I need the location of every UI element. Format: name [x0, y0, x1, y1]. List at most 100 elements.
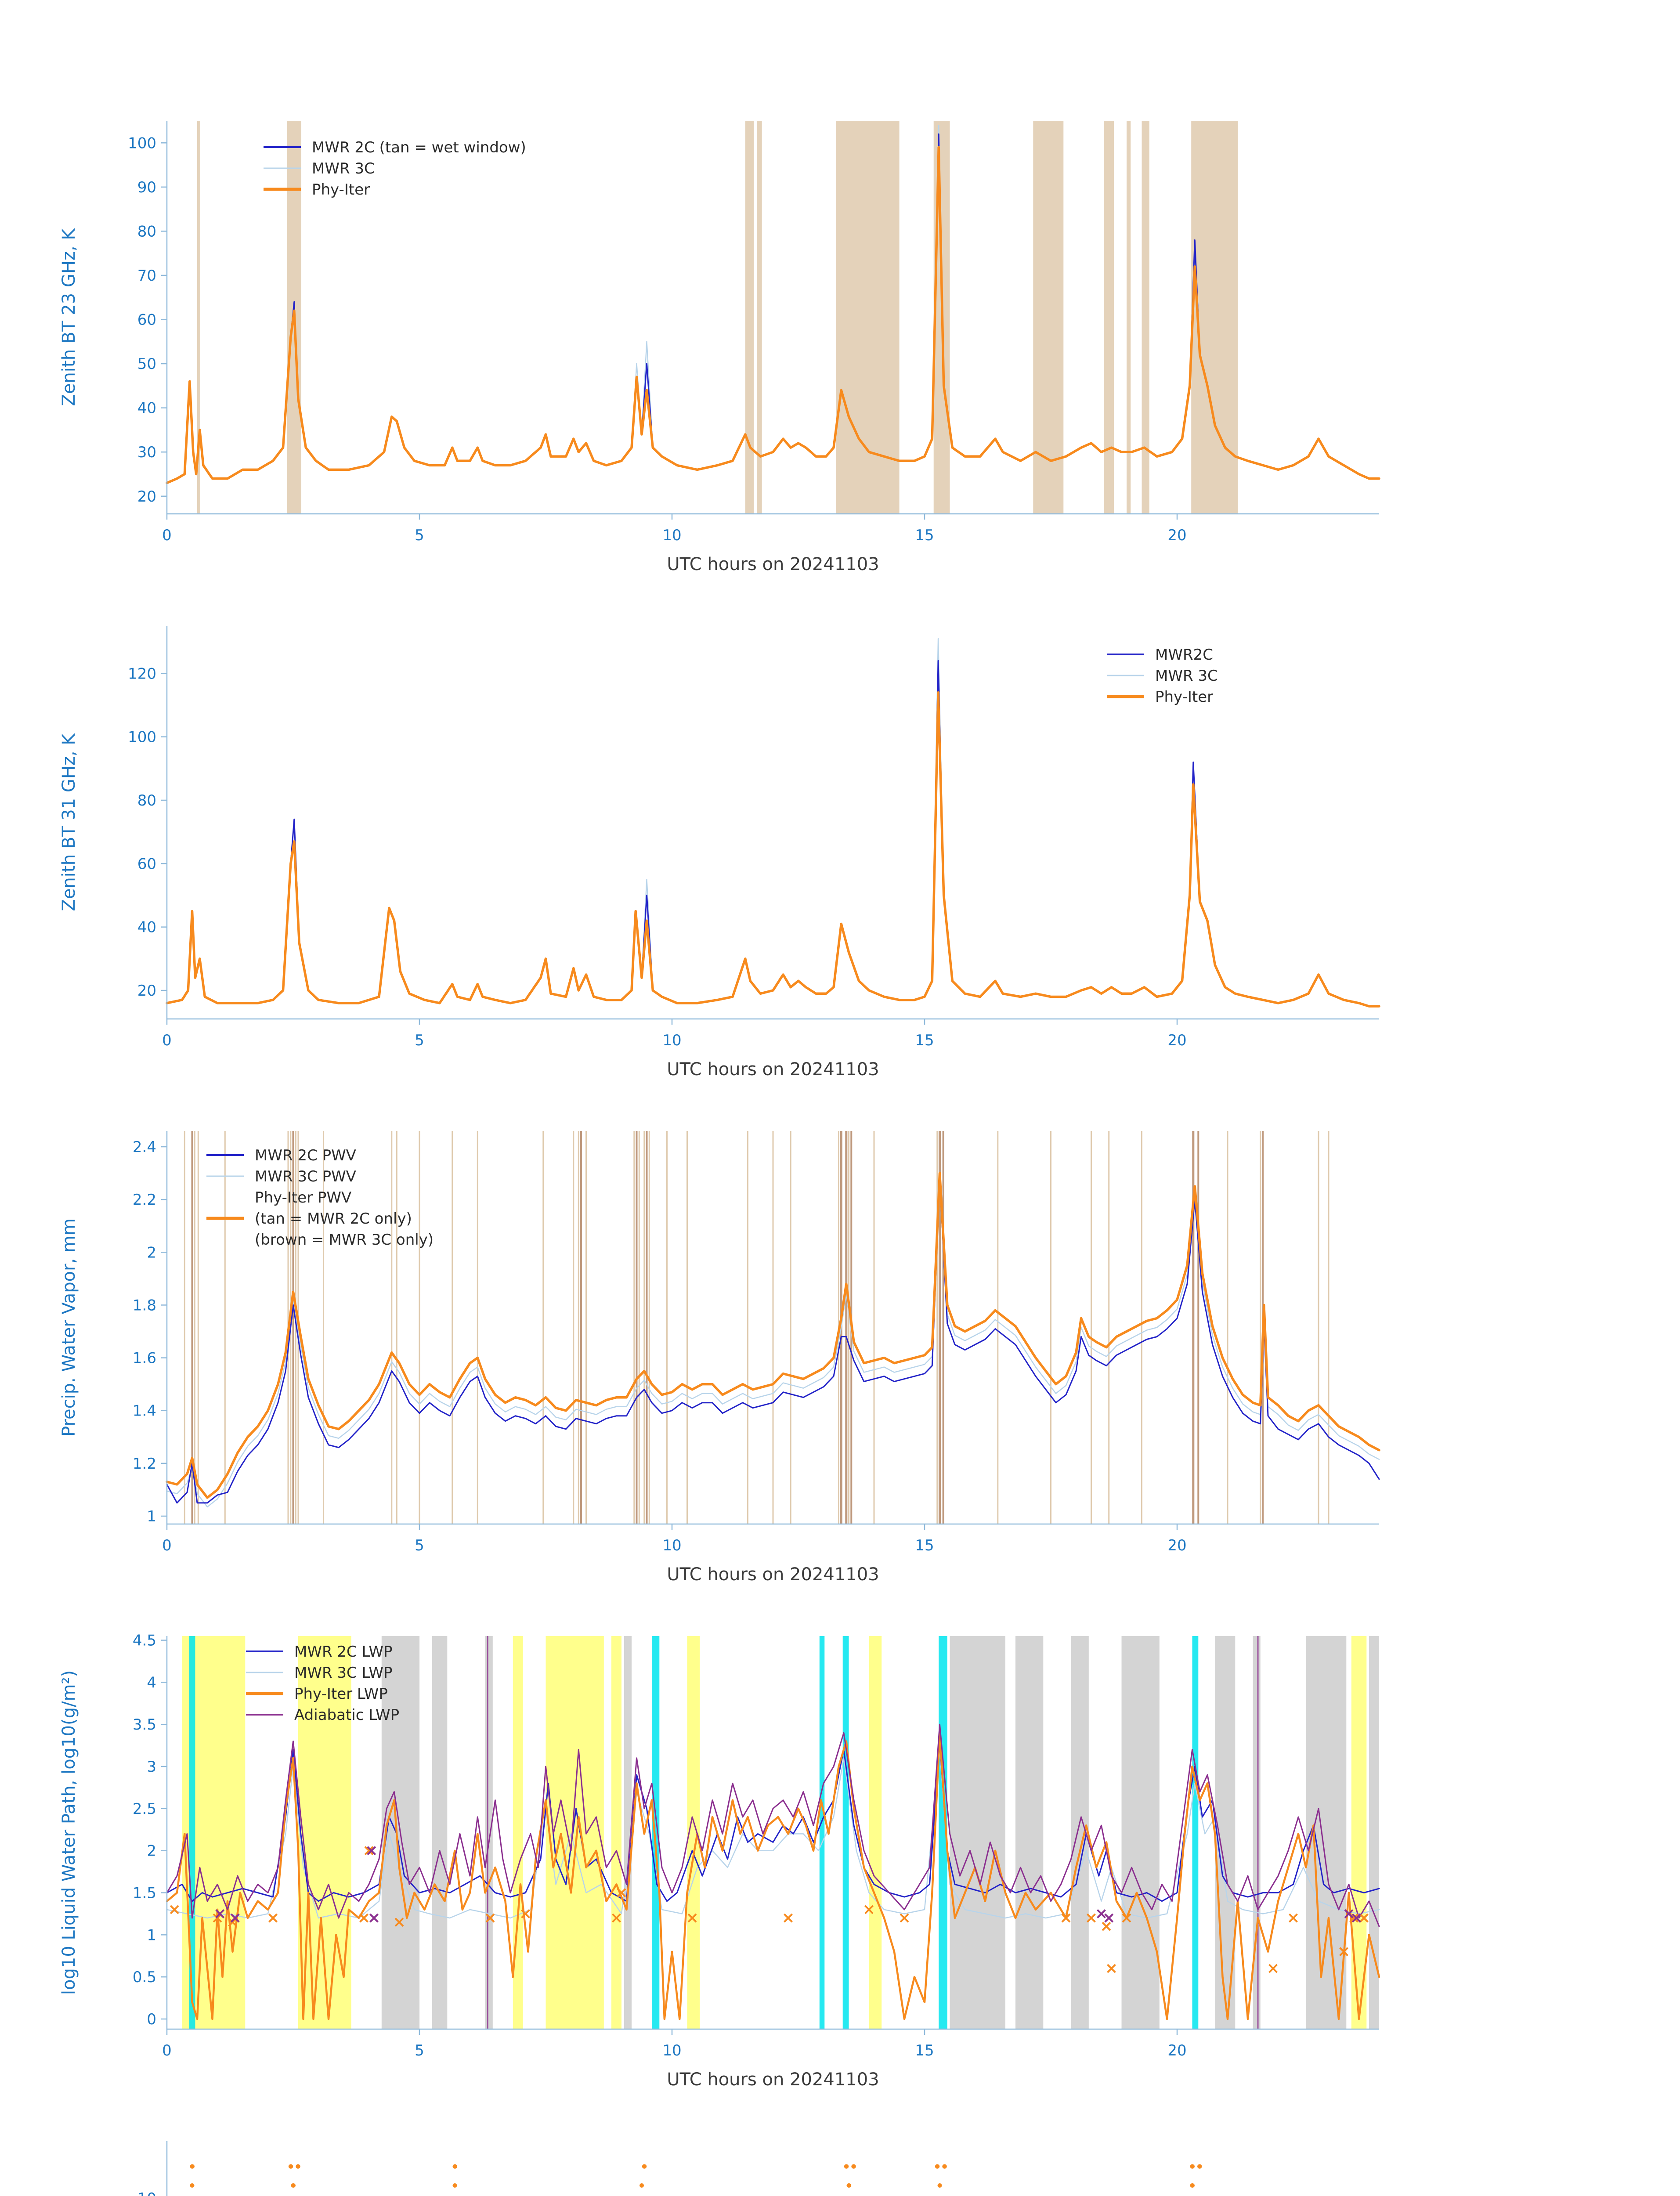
legend-label: MWR 3C LWP — [294, 1664, 393, 1682]
x-tick-label: 15 — [915, 1032, 934, 1049]
legend-label: Phy-Iter — [312, 181, 370, 199]
y-tick-label: 50 — [137, 355, 156, 373]
legend-label: Phy-Iter — [1155, 688, 1213, 706]
series-phy-iter-lwp — [166, 1732, 1380, 2020]
y-tick-label: 40 — [137, 400, 156, 417]
series-phy-iter — [166, 691, 1380, 1008]
x-marker — [521, 1909, 530, 1918]
y-tick-label: 1 — [147, 1508, 156, 1525]
y-tick-label: 1.4 — [133, 1402, 156, 1420]
x-tick-label: 0 — [162, 1032, 172, 1049]
flag-band — [189, 1636, 195, 2029]
y-tick-label: 40 — [137, 919, 156, 936]
x-marker — [228, 1918, 237, 1927]
legend-label: MWR 3C — [312, 160, 375, 177]
y-tick-label: 10 — [137, 2190, 156, 2196]
flag-band — [819, 1636, 825, 2029]
series-phy-iter — [166, 146, 1380, 484]
x-marker — [1359, 1913, 1369, 1923]
x-tick-label: 5 — [415, 2042, 424, 2059]
x-marker — [1102, 1922, 1111, 1931]
flag-band — [652, 1636, 660, 2029]
x-marker — [1268, 1964, 1278, 1973]
flag-band — [485, 1636, 493, 2029]
legend-label: MWR 2C PWV — [255, 1147, 356, 1164]
y-tick-label: 2.4 — [133, 1138, 156, 1156]
series-adiabatic-lwp — [166, 1723, 1380, 1927]
y-tick-label: 4 — [147, 1674, 156, 1691]
x-marker — [1107, 1964, 1116, 1973]
y-tick-label: 2 — [147, 1244, 156, 1261]
y-tick-label: 90 — [137, 179, 156, 196]
legend-label: MWR 2C (tan = wet window) — [312, 139, 526, 156]
y-tick-label: 1.2 — [133, 1455, 156, 1473]
y-tick-label: 1 — [147, 1926, 156, 1944]
panel-5-svg: 024681005101520UTC hours on 20241103MWR … — [137, 2141, 1202, 2196]
y-tick-label: 100 — [128, 134, 156, 152]
flag-band — [546, 1636, 604, 2029]
y-tick-label: 4.5 — [133, 1632, 156, 1650]
x-tick-label: 0 — [162, 1537, 172, 1554]
y-tick-label: 3 — [147, 1758, 156, 1776]
y-tick-label: 2.5 — [133, 1800, 156, 1818]
flag-band — [1369, 1636, 1379, 2029]
x-marker — [213, 1913, 222, 1923]
y-tick-label: 1.5 — [133, 1885, 156, 1902]
series-mwr-2c-lwp — [166, 1741, 1380, 1902]
flag-band — [1033, 121, 1064, 514]
x-marker — [900, 1913, 909, 1923]
y-tick-label: 0.5 — [133, 1968, 156, 1986]
x-axis-title: UTC hours on 20241103 — [667, 554, 879, 574]
x-marker — [364, 1846, 374, 1856]
x-tick-label: 10 — [662, 1537, 681, 1554]
flag-band — [1191, 121, 1238, 514]
y-tick-label: 60 — [137, 311, 156, 329]
series-phy-iter-pwv — [166, 1172, 1380, 1499]
flag-band — [1015, 1636, 1044, 2029]
legend-label: MWR 3C — [1155, 667, 1218, 685]
flag-band — [836, 121, 900, 514]
y-axis-title: Precip. Water Vapor, mm — [59, 1218, 79, 1437]
y-tick-label: 80 — [137, 223, 156, 240]
series-mwr-2c-pwv — [166, 1177, 1380, 1504]
legend-label: (tan = MWR 2C only) — [255, 1210, 412, 1228]
x-marker — [1344, 1909, 1354, 1918]
x-tick-label: 10 — [662, 2042, 681, 2059]
x-tick-label: 20 — [1167, 527, 1186, 544]
x-marker — [617, 1888, 626, 1897]
x-marker — [1097, 1909, 1106, 1918]
x-marker — [687, 1913, 697, 1923]
dq-dot — [937, 2183, 942, 2188]
x-tick-label: 20 — [1167, 1537, 1186, 1554]
dq-dot — [452, 2183, 457, 2188]
x-marker — [170, 1905, 179, 1914]
panel-3-svg: 1 1.2 1.4 1.6 1.8 2 2.2 2.4 0 5 10 15 20 UTC hours on… — [59, 1131, 1380, 1585]
x-marker — [367, 1846, 376, 1856]
x-marker — [864, 1905, 874, 1914]
flag-band — [869, 1636, 882, 2029]
x-marker — [215, 1909, 225, 1918]
legend-label: (brown = MWR 3C only) — [255, 1231, 434, 1249]
x-marker — [612, 1913, 621, 1923]
flag-band — [1253, 1636, 1261, 2029]
x-marker — [1061, 1913, 1071, 1923]
x-tick-label: 0 — [162, 2042, 172, 2059]
y-tick-label: 20 — [137, 488, 156, 506]
x-axis-title: UTC hours on 20241103 — [667, 1059, 879, 1080]
x-marker — [1122, 1913, 1131, 1923]
x-tick-label: 10 — [662, 1032, 681, 1049]
x-tick-label: 20 — [1167, 1032, 1186, 1049]
x-marker — [1351, 1913, 1361, 1923]
legend-label: MWR 2C LWP — [294, 1643, 393, 1661]
legend-label: Phy-Iter PWV — [255, 1189, 351, 1206]
y-tick-label: 3.5 — [133, 1716, 156, 1734]
x-tick-label: 5 — [415, 1032, 424, 1049]
dq-dot — [639, 2183, 644, 2188]
y-tick-label: 120 — [128, 665, 156, 683]
x-marker — [1087, 1913, 1096, 1923]
flag-band — [624, 1636, 632, 2029]
legend-label: Phy-Iter LWP — [294, 1685, 388, 1703]
series-mwr-3c-pwv — [166, 1172, 1380, 1508]
legend-label: MWR2C — [1155, 646, 1213, 664]
